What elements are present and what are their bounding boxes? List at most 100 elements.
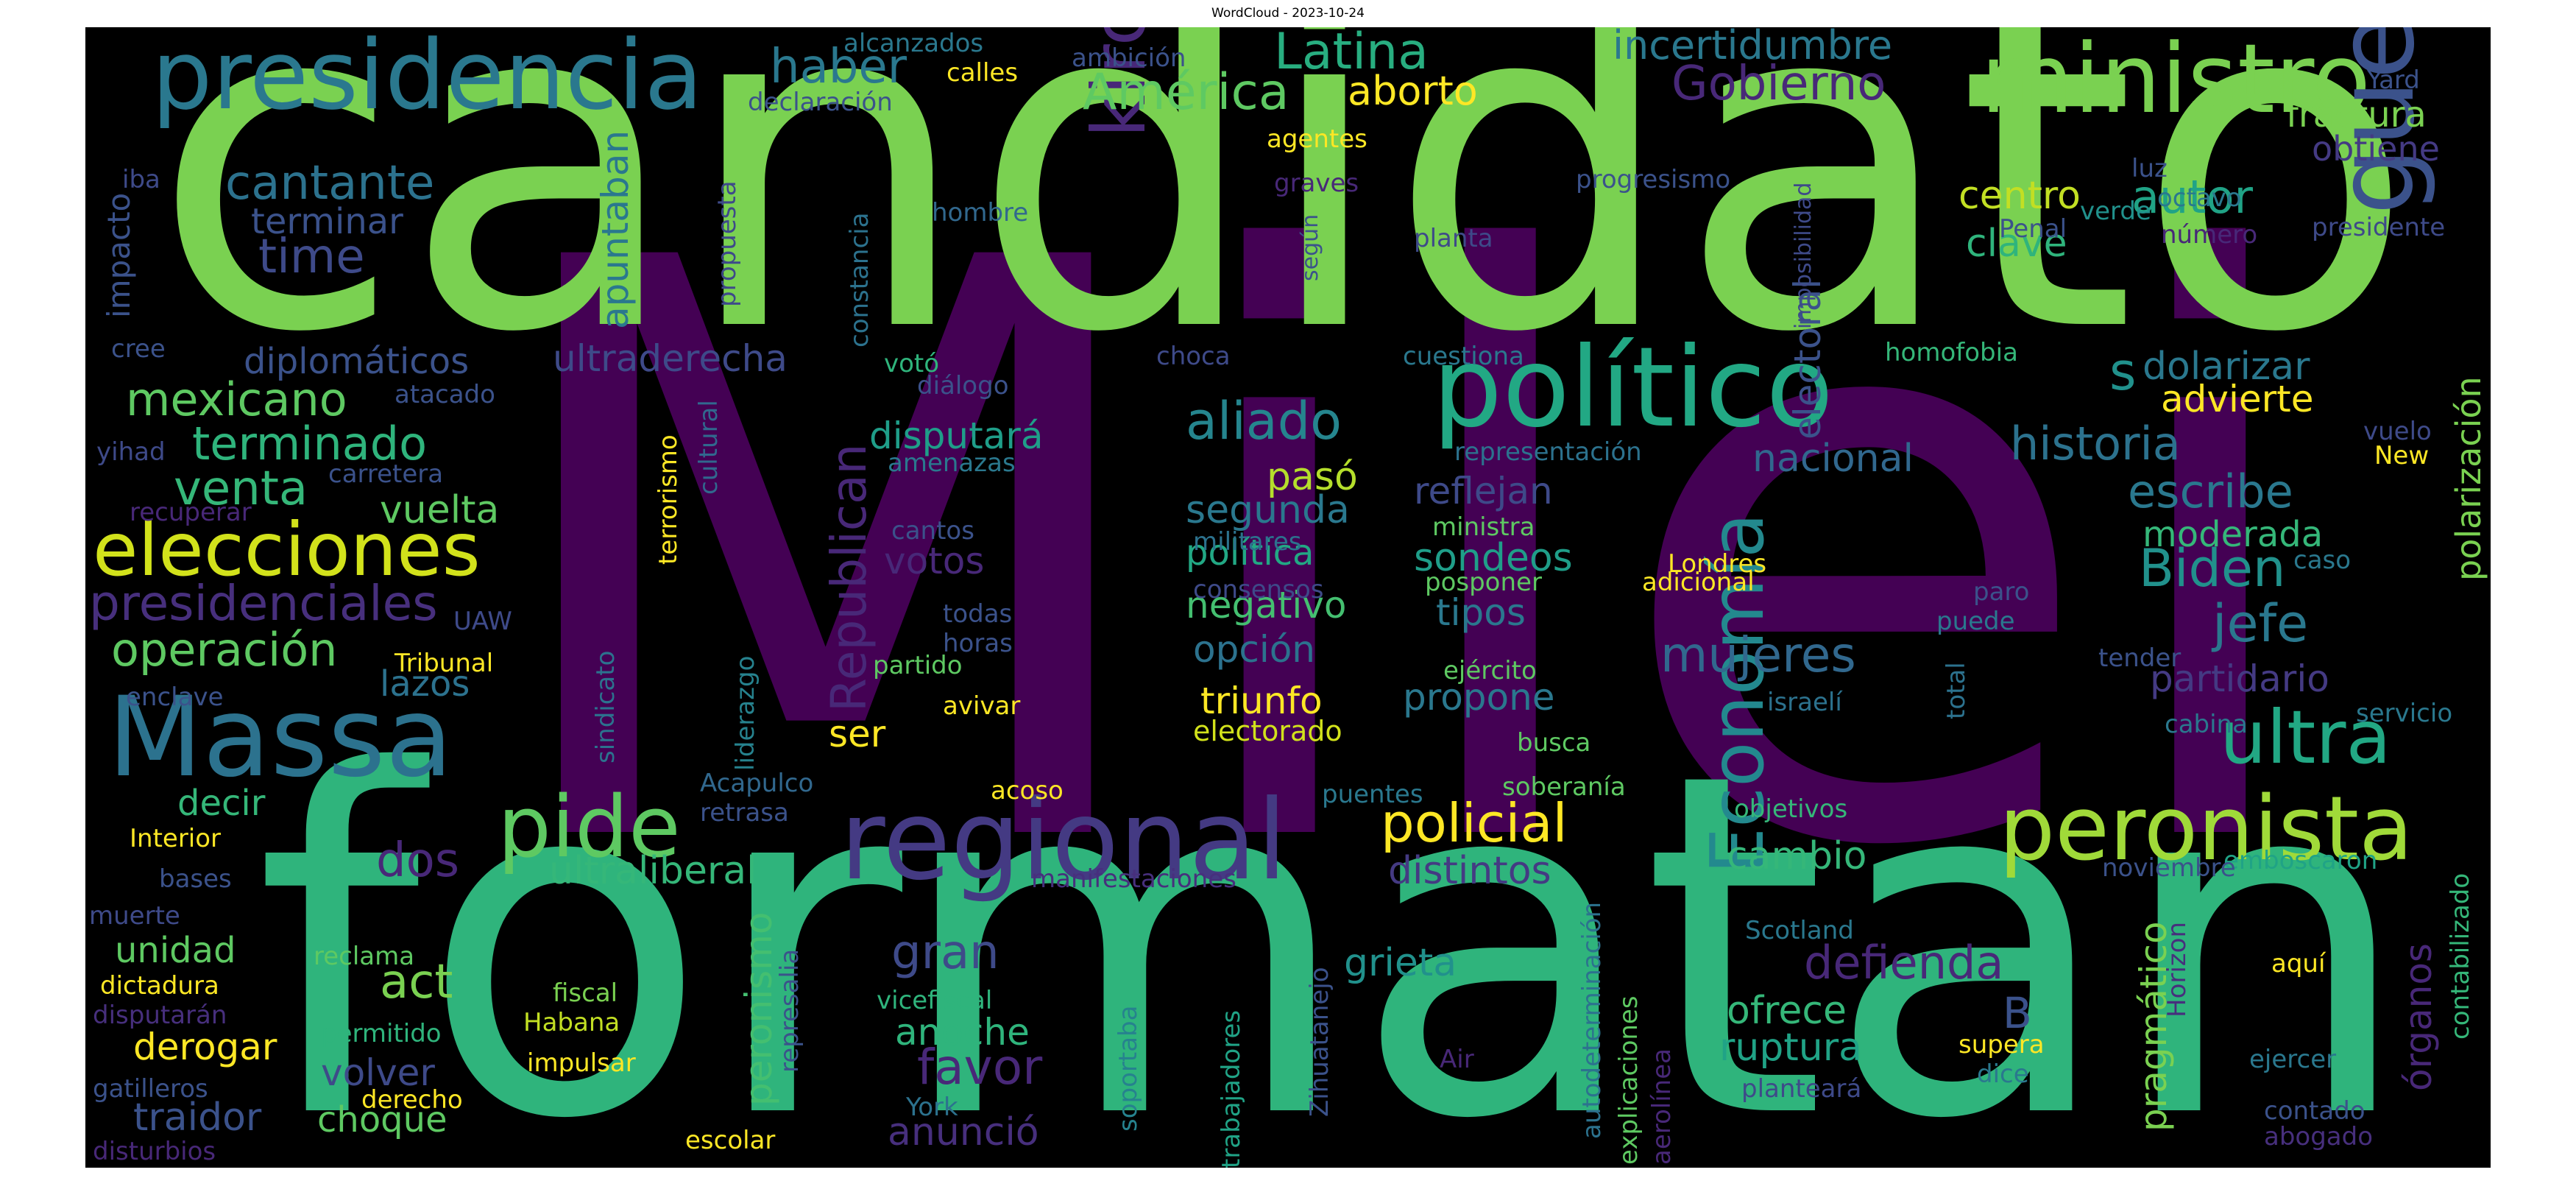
word-acoso: acoso — [991, 776, 1064, 805]
word-todas: todas — [943, 599, 1013, 629]
word-voto: votó — [884, 349, 940, 378]
word-distintos: distintos — [1388, 849, 1551, 893]
word-zihuatanejo: Zihuatanejo — [1305, 967, 1334, 1117]
word-jefe: jefe — [2212, 593, 2309, 654]
word-vicefiscal: vicefiscal — [877, 986, 993, 1015]
word-partidario: partidario — [2150, 657, 2329, 700]
word-enclave: enclave — [126, 683, 224, 712]
word-consensos: consensos — [1193, 575, 1324, 604]
word-volver: volver — [321, 1051, 435, 1094]
word-abogado: abogado — [2264, 1122, 2374, 1151]
word-emboscaron: emboscaron — [2223, 846, 2378, 875]
word-ministro: ministro — [1981, 27, 2371, 135]
word-representacion: representación — [1454, 437, 1642, 467]
word-ultraderecha: ultraderecha — [553, 337, 788, 380]
word-milei: Milei — [483, 94, 2321, 1020]
word-latina: Latina — [1274, 27, 1429, 81]
word-ultraliberal: ultraliberal — [549, 849, 757, 893]
word-progresismo: progresismo — [1576, 165, 1731, 194]
word-atacado: atacado — [394, 380, 495, 409]
word-escolar: escolar — [685, 1126, 776, 1155]
word-ejercer: ejercer — [2249, 1045, 2337, 1074]
word-derecho: derecho — [361, 1085, 463, 1115]
word-iba: iba — [122, 165, 160, 194]
word-derogar: derogar — [133, 1026, 277, 1068]
word-yard: Yard — [2367, 66, 2420, 95]
word-elecciones: elecciones — [93, 507, 481, 593]
word-imposibilidad: imposibilidad — [1791, 182, 1816, 329]
chart-title: WordCloud - 2023-10-24 — [1211, 6, 1365, 21]
word-interior: Interior — [130, 824, 222, 853]
word-politico: político — [1432, 324, 1834, 452]
word-muerte: muerte — [89, 901, 180, 931]
word-segun: según — [1298, 214, 1323, 281]
word-ofrece: ofrece — [1727, 989, 1847, 1033]
word-vuelta: vuelta — [380, 488, 500, 532]
word-york: York — [906, 1093, 958, 1122]
word-graves: graves — [1274, 169, 1359, 198]
word-caso: caso — [2293, 546, 2352, 575]
word-mexicano: mexicano — [126, 373, 347, 426]
word-formatan: formatan — [255, 673, 2414, 1168]
word-contabilizado: contabilizado — [2446, 872, 2475, 1040]
word-dictadura: dictadura — [100, 971, 219, 1001]
word-puede: puede — [1936, 607, 2015, 636]
word-incertidumbre: incertidumbre — [1613, 27, 1893, 68]
word-ser: ser — [829, 713, 886, 755]
word-america: América — [1083, 63, 1289, 121]
word-disturbios: disturbios — [93, 1137, 216, 1166]
word-gobierno: Gobierno — [1671, 57, 1886, 111]
word-presidente: presidente — [2312, 213, 2446, 242]
word-octavo: octavo — [2157, 183, 2242, 213]
word-verde: verde — [2080, 197, 2151, 226]
word-massa: Massa — [107, 674, 453, 802]
word-votos: votos — [884, 540, 985, 582]
word-policial: policial — [1381, 792, 1568, 854]
word-noviembre: noviembre — [2102, 853, 2236, 883]
word-alcanzados: alcanzados — [843, 29, 984, 58]
word-uaw: UAW — [453, 607, 512, 636]
word-haber: haber — [770, 40, 907, 94]
word-autodeterminacion: autodeterminación — [1577, 901, 1607, 1139]
word-fiscal: fiscal — [553, 978, 618, 1008]
word-choca: choca — [1156, 342, 1231, 371]
word-impacto: impacto — [101, 192, 137, 318]
word-lazos: lazos — [380, 663, 470, 705]
word-cultural: cultural — [694, 400, 723, 495]
word-supera: supera — [1958, 1030, 2045, 1059]
word-ministra: ministra — [1432, 512, 1535, 542]
word-horas: horas — [943, 629, 1013, 658]
word-constancia: constancia — [845, 212, 874, 348]
word-pide: pide — [498, 778, 681, 877]
word-terrorismo: terrorismo — [654, 434, 683, 565]
word-servicio: servicio — [2356, 699, 2453, 728]
word-luz: luz — [2131, 154, 2168, 183]
word-objetivos: objetivos — [1734, 794, 1848, 824]
word-fractura: fractura — [2286, 94, 2427, 135]
word-dice: dice — [1977, 1059, 2029, 1089]
word-historia: historia — [2010, 417, 2181, 470]
word-presidenciales: presidenciales — [89, 575, 438, 632]
word-negativo: negativo — [1186, 584, 1347, 627]
word-permitido: permitido — [321, 1019, 442, 1048]
word-hombre: hombre — [932, 198, 1029, 228]
word-reclama: reclama — [314, 942, 415, 971]
word-liderazgo: liderazgo — [731, 655, 760, 771]
word-retrasa: retrasa — [700, 798, 789, 828]
word-contado: contado — [2264, 1096, 2366, 1126]
word-segunda: segunda — [1186, 488, 1350, 532]
word-choque: choque — [317, 1099, 447, 1140]
word-disputaran: disputarán — [93, 1001, 227, 1030]
word-ambicion: ambición — [1072, 43, 1186, 73]
word-peronista: peronista — [1999, 778, 2413, 881]
word-biden: Biden — [2139, 538, 2286, 599]
word-clave: clave — [1966, 222, 2067, 266]
word-dialogo: diálogo — [917, 371, 1009, 401]
word-b: B — [2003, 988, 2032, 1038]
word-horizon: Horizon — [2162, 922, 2192, 1017]
word-obtiene: obtiene — [2312, 129, 2440, 169]
word-new: New — [2374, 441, 2430, 470]
word-penal: Penal — [1999, 214, 2067, 244]
word-cree: cree — [111, 334, 166, 364]
word-presidencia: presidencia — [152, 27, 704, 131]
